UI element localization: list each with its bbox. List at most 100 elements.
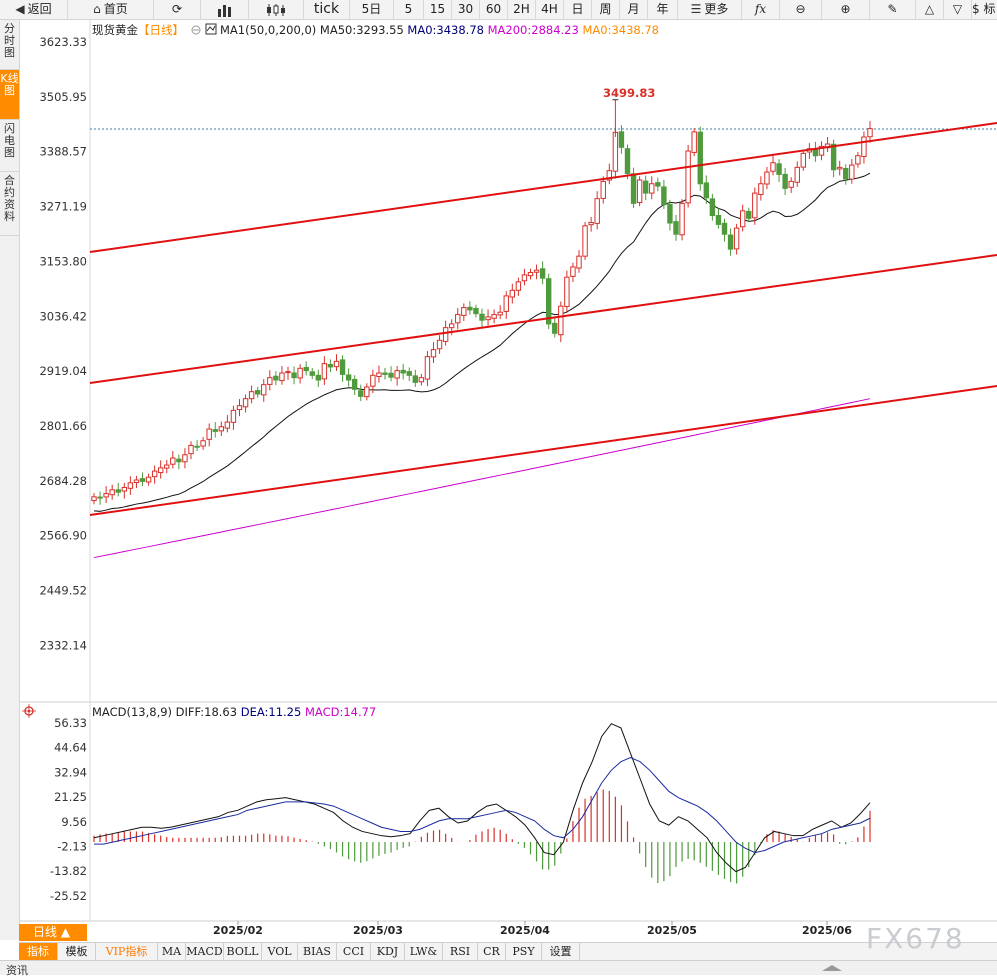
- more-button[interactable]: ☰ 更多: [678, 0, 742, 19]
- channel-lower-line[interactable]: [89, 385, 997, 516]
- period-month[interactable]: 月: [620, 0, 648, 19]
- indicator-psy[interactable]: PSY: [506, 943, 542, 960]
- indicator-cci[interactable]: CCI: [337, 943, 371, 960]
- expand-down-button[interactable]: ▽: [944, 0, 972, 19]
- indicator-tab-vip[interactable]: VIP指标: [96, 943, 158, 960]
- candle-body: [351, 378, 358, 390]
- period-year[interactable]: 年: [648, 0, 678, 19]
- channel-middle-line[interactable]: [89, 254, 997, 384]
- indicator-ma[interactable]: MA: [158, 943, 186, 960]
- candle-body: [630, 173, 637, 204]
- candle-body: [485, 316, 491, 321]
- candle-body: [309, 371, 315, 376]
- indicator-macd[interactable]: MACD: [186, 943, 224, 960]
- scroll-handle[interactable]: [822, 965, 842, 971]
- period-5min[interactable]: 5: [394, 0, 424, 19]
- candle-body: [406, 371, 412, 376]
- indicator-rsi[interactable]: RSI: [443, 943, 478, 960]
- draw-button[interactable]: ✎: [870, 0, 916, 19]
- period-30min[interactable]: 30: [452, 0, 480, 19]
- candle-body: [582, 225, 588, 257]
- period-15min[interactable]: 15: [424, 0, 452, 19]
- channel-upper-line[interactable]: [89, 122, 997, 253]
- period-60min[interactable]: 60: [480, 0, 508, 19]
- candle-body: [473, 308, 479, 315]
- home-button[interactable]: ⌂ 首页: [68, 0, 154, 19]
- zoom-out-button[interactable]: ⊖: [780, 0, 822, 19]
- candle-body: [703, 182, 710, 199]
- period-5d[interactable]: 5日: [350, 0, 394, 19]
- triangle-up-icon: △: [924, 2, 935, 16]
- function-button[interactable]: fx: [742, 0, 780, 19]
- candle-body: [321, 363, 328, 380]
- legend-item: MA1(50,0,200,0): [220, 23, 316, 37]
- tab-kline[interactable]: K线图: [0, 70, 19, 120]
- candle-body: [242, 398, 249, 408]
- macd-settings-icon[interactable]: [22, 704, 36, 718]
- candle-body: [188, 444, 194, 455]
- candle-body: [564, 276, 570, 307]
- bar-chart-button[interactable]: [201, 0, 249, 19]
- candle-body: [467, 306, 473, 311]
- home-label: 首页: [103, 2, 128, 16]
- candle-body: [382, 372, 388, 375]
- candle-body: [752, 192, 758, 219]
- candle-body: [157, 467, 164, 474]
- indicator-kdj[interactable]: KDJ: [371, 943, 405, 960]
- candle-body: [139, 478, 146, 482]
- candle-body: [733, 227, 740, 250]
- triangle-down-icon: ▽: [952, 2, 963, 16]
- indicator-vol[interactable]: VOL: [262, 943, 298, 960]
- candle-body: [285, 371, 291, 374]
- candle-body: [576, 255, 582, 269]
- period-selector[interactable]: 日线 ▲: [19, 924, 87, 941]
- dollar-button[interactable]: $ 标: [972, 2, 996, 16]
- price-tick-label: 3623.33: [39, 35, 87, 49]
- indicator-tab-indicators[interactable]: 指标: [19, 943, 58, 960]
- tab-flash-chart[interactable]: 闪电图: [0, 120, 19, 172]
- expand-up-button[interactable]: △: [916, 0, 944, 19]
- indicator-bias[interactable]: BIAS: [298, 943, 337, 960]
- candle-body: [788, 180, 794, 188]
- indicator-settings[interactable]: 设置: [542, 943, 580, 960]
- channel-lines[interactable]: [89, 122, 997, 516]
- indicator-tab-template[interactable]: 模板: [58, 943, 96, 960]
- candle-body: [115, 489, 121, 493]
- candle-body: [739, 210, 746, 228]
- period-4h[interactable]: 4H: [536, 0, 564, 19]
- candle-body: [849, 164, 855, 180]
- candle-body: [691, 131, 697, 153]
- price-tick-label: 3036.42: [39, 309, 87, 323]
- indicator-cr[interactable]: CR: [478, 943, 506, 960]
- back-button[interactable]: ◀ 返回: [0, 0, 68, 19]
- candle-body: [776, 163, 782, 175]
- candle-body: [424, 356, 431, 380]
- tab-contract-info[interactable]: 合约资料: [0, 172, 19, 236]
- candle-body: [491, 314, 497, 319]
- zoom-in-button[interactable]: ⊕: [822, 0, 870, 19]
- candle-body: [394, 370, 400, 379]
- indicator-boll[interactable]: BOLL: [224, 943, 262, 960]
- macd-histogram: [93, 789, 871, 884]
- period-week[interactable]: 周: [592, 0, 620, 19]
- date-tick-label: 2025/06: [802, 924, 852, 937]
- news-label[interactable]: 资讯: [6, 964, 28, 977]
- candle-body: [606, 170, 613, 181]
- candle-body: [333, 360, 340, 368]
- main-legend-icon[interactable]: [191, 23, 217, 35]
- candle-body: [345, 374, 352, 381]
- refresh-button[interactable]: ⟳: [154, 0, 201, 19]
- candle-body: [515, 281, 522, 291]
- indicator-lwr[interactable]: LW&: [405, 943, 443, 960]
- price-tick-label: 2566.90: [39, 529, 87, 543]
- candlestick-button[interactable]: [249, 0, 304, 19]
- tab-timeshare[interactable]: 分时图: [0, 20, 19, 70]
- candle-body: [370, 374, 376, 387]
- candle-body: [388, 372, 394, 378]
- candle-body: [303, 366, 309, 372]
- period-2h[interactable]: 2H: [508, 0, 536, 19]
- candle-body: [109, 489, 115, 496]
- period-day[interactable]: 日: [564, 0, 592, 19]
- tick-button[interactable]: tick: [304, 0, 350, 19]
